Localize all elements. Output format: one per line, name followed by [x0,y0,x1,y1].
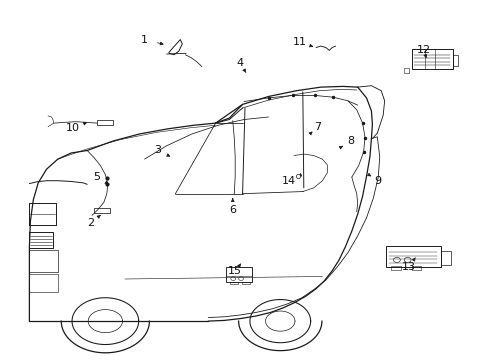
Text: 5: 5 [94,172,100,182]
Bar [226,267,252,282]
Bar [453,55,458,66]
Text: 3: 3 [154,145,161,156]
Bar [230,282,238,284]
Bar [94,208,110,213]
Text: 11: 11 [293,37,307,48]
Bar [412,266,421,270]
Text: 10: 10 [66,123,79,133]
Bar [97,120,113,125]
Text: 9: 9 [375,176,382,186]
Bar [242,282,250,284]
Text: 14: 14 [282,176,296,186]
Text: 12: 12 [417,45,431,55]
Text: 7: 7 [314,122,321,132]
Bar [386,246,441,267]
Text: 13: 13 [402,262,416,272]
Text: 8: 8 [347,136,354,146]
Bar [441,251,451,265]
Text: 15: 15 [228,266,242,276]
Text: 2: 2 [87,218,94,228]
Bar [404,68,409,73]
Text: 4: 4 [237,58,244,68]
Bar [391,266,401,270]
Text: 6: 6 [229,204,236,215]
Text: 1: 1 [141,35,148,45]
